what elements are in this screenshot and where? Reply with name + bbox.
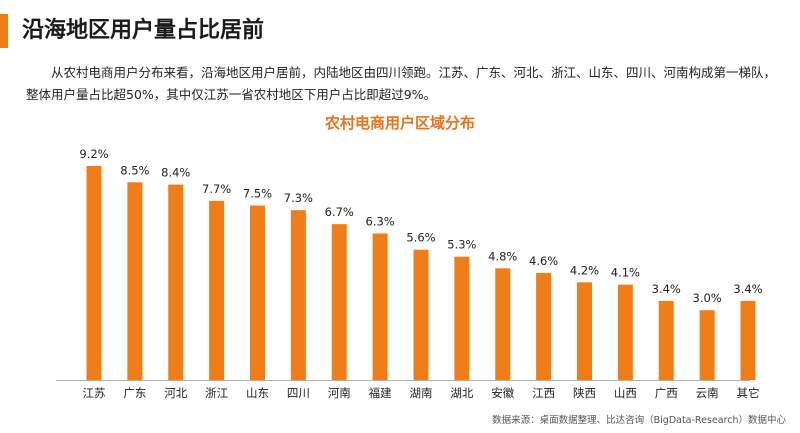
- bar-广东: [127, 182, 143, 380]
- bar-浙江: [209, 200, 225, 380]
- value-label-河南: 6.7%: [325, 205, 354, 219]
- bar-福建: [372, 233, 388, 380]
- value-label-陕西: 4.2%: [570, 263, 599, 277]
- category-label-广东: 广东: [123, 386, 146, 400]
- bar-其它: [740, 300, 756, 380]
- intro-paragraph: 从农村电商用户分布来看，沿海地区用户居前，内陆地区由四川领跑。江苏、广东、河北、…: [26, 65, 777, 102]
- category-label-广西: 广西: [655, 386, 678, 400]
- category-label-河南: 河南: [328, 386, 351, 400]
- category-label-云南: 云南: [696, 386, 719, 400]
- title-accent-bar: [0, 14, 8, 48]
- bar-湖南: [413, 249, 429, 380]
- bar-广西: [658, 300, 674, 380]
- category-label-福建: 福建: [369, 386, 392, 400]
- value-label-广西: 3.4%: [652, 282, 681, 296]
- category-label-湖北: 湖北: [450, 386, 473, 400]
- category-label-陕西: 陕西: [573, 386, 596, 400]
- bar-山西: [617, 284, 633, 380]
- chart-title: 农村电商用户区域分布: [324, 114, 475, 132]
- category-label-安徽: 安徽: [491, 386, 514, 400]
- bar-四川: [290, 210, 306, 380]
- category-label-河北: 河北: [164, 386, 187, 400]
- category-label-山西: 山西: [614, 386, 637, 400]
- value-label-四川: 7.3%: [284, 191, 313, 205]
- value-label-江西: 4.6%: [529, 254, 558, 268]
- category-label-江西: 江西: [532, 386, 555, 400]
- bar-江西: [536, 273, 552, 380]
- value-label-山西: 4.1%: [611, 266, 640, 280]
- page-title: 沿海地区用户量占比居前: [22, 18, 265, 43]
- value-label-其它: 3.4%: [733, 282, 762, 296]
- value-label-江苏: 9.2%: [79, 147, 108, 161]
- value-label-浙江: 7.7%: [202, 182, 231, 196]
- data-source-note: 数据来源：桌面数据整理、比达咨询（BigData-Research）数据中心: [492, 415, 786, 426]
- bar-陕西: [577, 282, 592, 380]
- bar-安徽: [495, 268, 511, 380]
- category-label-山东: 山东: [246, 386, 269, 400]
- value-label-湖南: 5.6%: [406, 231, 435, 245]
- labels-layer: 9.2% 江苏 8.5% 广东 8.4% 河北 7.7% 浙江 7.5% 山东 7.3% 四川 6.7%…: [79, 147, 762, 400]
- value-label-安徽: 4.8%: [488, 249, 517, 263]
- bar-江苏: [86, 166, 102, 380]
- bar-山东: [250, 205, 265, 380]
- bar-湖北: [454, 256, 470, 380]
- category-label-浙江: 浙江: [205, 386, 228, 400]
- value-label-云南: 3.0%: [693, 291, 722, 305]
- category-label-湖南: 湖南: [410, 386, 433, 400]
- category-label-其它: 其它: [737, 386, 760, 400]
- value-label-山东: 7.5%: [243, 187, 272, 201]
- bar-河南: [331, 224, 347, 380]
- category-label-四川: 四川: [287, 386, 310, 400]
- value-label-湖北: 5.3%: [447, 238, 476, 252]
- value-label-福建: 6.3%: [366, 214, 395, 228]
- value-label-广东: 8.5%: [120, 163, 149, 177]
- bar-云南: [699, 310, 715, 380]
- category-label-江苏: 江苏: [83, 386, 106, 400]
- bar-河北: [168, 184, 184, 380]
- value-label-河北: 8.4%: [161, 166, 190, 180]
- bars-layer: [86, 166, 756, 380]
